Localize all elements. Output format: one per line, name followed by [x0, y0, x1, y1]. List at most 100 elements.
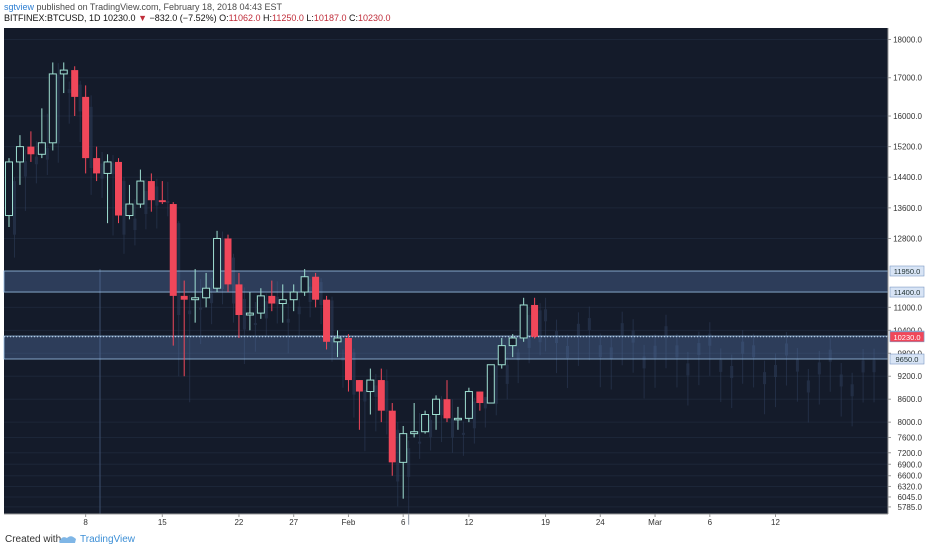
- candle-body: [432, 398, 441, 416]
- candle-body: [410, 431, 419, 435]
- ghost-body: [297, 306, 301, 315]
- candle-body: [180, 295, 188, 300]
- y-tick-label: 8000.0: [898, 418, 923, 427]
- ghost-body: [166, 200, 170, 203]
- x-tick-label: 12: [464, 518, 473, 527]
- ghost-body: [631, 330, 635, 343]
- ghost-body: [730, 365, 734, 378]
- candle-body: [377, 380, 385, 411]
- y-tick-label: 16000.0: [893, 112, 922, 121]
- candle-body: [5, 161, 13, 217]
- down-arrow-icon: ▼: [138, 13, 148, 23]
- candle-body: [323, 299, 331, 342]
- candle-body: [497, 345, 506, 366]
- close-key: C:: [348, 13, 358, 23]
- y-tick-label: 15200.0: [893, 143, 922, 152]
- candle-body: [169, 204, 177, 296]
- candle-body: [27, 146, 35, 155]
- ghost-body: [565, 345, 569, 358]
- x-tick-label: 8: [83, 518, 88, 527]
- y-tick-label: 11000.0: [894, 303, 923, 312]
- author-link[interactable]: sgtview: [4, 2, 35, 12]
- ohlc-legend: BITFINEX:BTCUSD, 1D 10230.0 ▼ −832.0 (−7…: [4, 13, 391, 23]
- ghost-body: [620, 323, 624, 336]
- ghost-body: [231, 257, 235, 304]
- candle-body: [224, 238, 232, 285]
- ghost-body: [319, 282, 323, 306]
- candle-body: [333, 337, 342, 343]
- ghost-body: [653, 345, 657, 358]
- ghost-body: [839, 374, 843, 387]
- ghost-body: [133, 218, 137, 231]
- candle-body: [136, 180, 145, 205]
- candle-body: [278, 299, 287, 305]
- candle-body: [508, 337, 517, 347]
- candle-body: [531, 304, 539, 337]
- candle-body: [421, 414, 430, 433]
- high-value: 11250.0: [272, 13, 304, 23]
- ghost-body: [45, 148, 49, 160]
- candle-body: [213, 237, 222, 289]
- y-tick-label: 17000.0: [893, 74, 922, 83]
- ghost-body: [418, 441, 422, 444]
- ghost-body: [861, 360, 865, 373]
- ghost-body: [817, 362, 821, 375]
- close-value: 10230.0: [357, 13, 391, 23]
- ghost-body: [34, 156, 38, 165]
- footer: Created with TradingView: [0, 530, 932, 550]
- candle-body: [355, 380, 363, 392]
- ghost-body: [23, 161, 27, 177]
- ghost-body: [385, 380, 389, 412]
- x-tick-label: Mar: [648, 518, 662, 527]
- ghost-body: [494, 365, 498, 404]
- x-tick-label: 24: [596, 518, 605, 527]
- axis-price-tag-label: 11400.0: [894, 288, 921, 297]
- candle-body: [15, 146, 24, 163]
- ghost-body: [697, 343, 701, 356]
- y-tick-label: 8600.0: [898, 395, 923, 404]
- y-tick-label: 6900.0: [898, 460, 923, 469]
- x-tick-label: 15: [158, 518, 167, 527]
- ghost-body: [100, 163, 104, 179]
- candle-body: [476, 391, 484, 404]
- last-price-label: 10230.0: [103, 13, 136, 23]
- candle-body: [103, 161, 112, 174]
- candle-body: [59, 69, 68, 75]
- ghost-body: [850, 384, 854, 397]
- ghost-body: [330, 300, 334, 343]
- publish-line: sgtview published on TradingView.com, Fe…: [4, 2, 282, 12]
- ghost-body: [429, 419, 433, 438]
- low-value: 10187.0: [313, 13, 347, 23]
- ghost-body: [609, 347, 613, 360]
- ghost-body: [363, 390, 367, 402]
- price-chart[interactable]: 18000.0 17000.0 16000.0 15200.0 14400.0 13600…: [0, 26, 932, 530]
- y-tick-label: 6045.0: [898, 493, 923, 502]
- candle-body: [191, 297, 200, 301]
- candle-body: [519, 304, 528, 339]
- candle-body: [93, 158, 101, 174]
- candle-body: [312, 276, 320, 300]
- ghost-body: [675, 345, 679, 358]
- ghost-body: [188, 310, 192, 315]
- candle-body: [71, 70, 79, 97]
- candle-body: [82, 96, 90, 159]
- ghost-body: [708, 333, 712, 346]
- y-tick-label: 7200.0: [898, 449, 923, 458]
- y-tick-label: 12800.0: [893, 234, 922, 243]
- ghost-body: [89, 106, 93, 169]
- tradingview-brand[interactable]: TradingView: [80, 534, 136, 545]
- candle-body: [268, 295, 276, 304]
- ghost-body: [719, 359, 723, 372]
- candle-body: [366, 379, 375, 393]
- ghost-body: [155, 186, 159, 206]
- candle-body: [235, 284, 243, 316]
- ghost-body: [275, 296, 279, 305]
- axis-price-tag-label: 10230.0: [893, 333, 920, 342]
- ghost-body: [199, 307, 203, 310]
- ghost-body: [286, 318, 290, 323]
- low-key: L:: [306, 13, 314, 23]
- tradingview-logo-icon: [59, 536, 76, 543]
- candle-body: [399, 433, 408, 463]
- ghost-body: [483, 396, 487, 409]
- ghost-body: [516, 352, 520, 361]
